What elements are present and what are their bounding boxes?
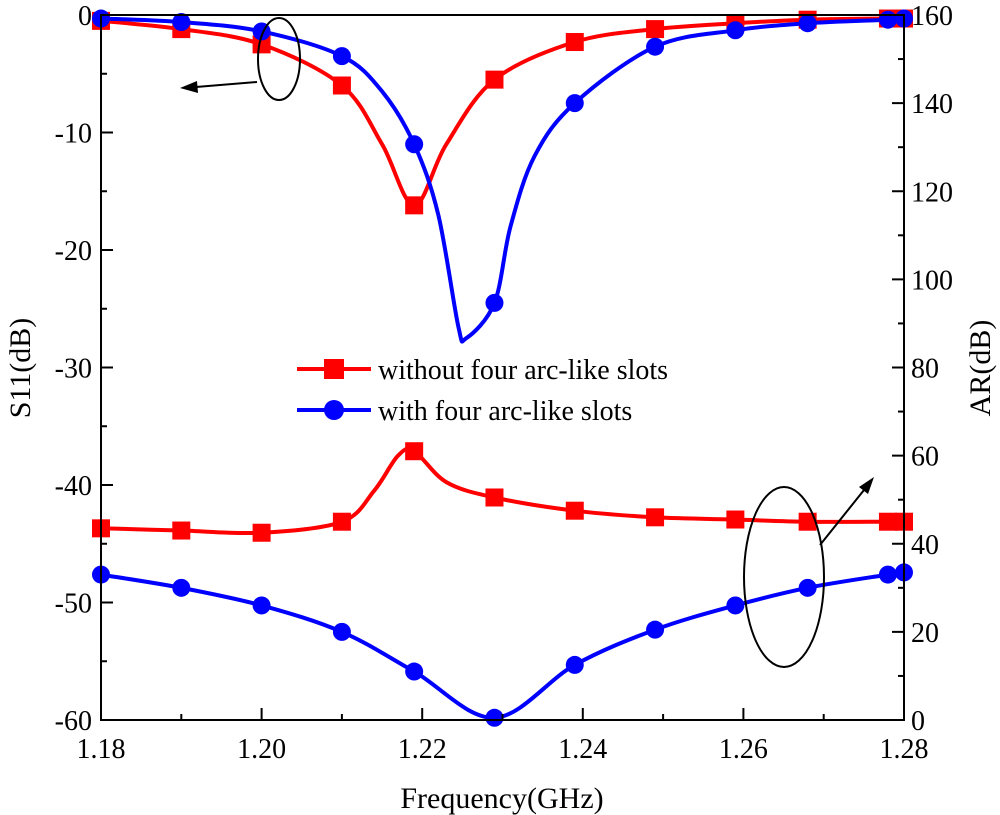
series-line	[100, 570, 905, 720]
y-left-tick-label: 0	[78, 1, 92, 32]
data-point-square	[485, 488, 504, 507]
data-point-square	[172, 521, 191, 540]
data-point-square	[252, 35, 271, 54]
left-axis-arrow-line	[195, 81, 258, 88]
data-point-circle	[878, 10, 897, 29]
legend-entry-with-slots: with four arc-like slots	[297, 396, 632, 427]
data-point-square	[565, 501, 584, 520]
left-axis-arrow-head	[180, 81, 198, 93]
series-line	[100, 16, 905, 344]
data-point-circle	[172, 578, 191, 597]
y-left-tick-label: -30	[55, 354, 92, 385]
series-4-ar-right	[92, 563, 913, 727]
x-tick-label: 1.20	[237, 734, 286, 765]
legend-marker-circle	[324, 400, 344, 420]
data-point-circle	[332, 47, 351, 66]
series-3-ar-right	[92, 442, 913, 542]
y-left-tick-label: -40	[55, 471, 92, 502]
y-right-tick-label: 80	[911, 354, 939, 385]
data-point-square	[565, 33, 584, 52]
legend: without four arc-like slots with four ar…	[297, 355, 668, 427]
y-left-axis-title: S11(dB)	[4, 318, 37, 419]
data-point-circle	[172, 13, 191, 32]
series-line	[100, 446, 904, 536]
y-right-tick-label: 160	[911, 1, 953, 32]
y-right-tick-label: 120	[911, 177, 953, 208]
legend-label-without-slots: without four arc-like slots	[378, 355, 668, 386]
data-point-square	[726, 510, 745, 529]
left-axis-group-ellipse	[257, 17, 301, 101]
data-point-circle	[405, 662, 424, 681]
data-point-circle	[726, 596, 745, 615]
data-point-square	[332, 76, 351, 95]
data-point-circle	[485, 293, 504, 312]
y-right-axis-title: AR(dB)	[964, 320, 997, 417]
series-line	[100, 16, 905, 208]
y-right-tick-label: 140	[911, 89, 953, 120]
data-point-circle	[798, 578, 817, 597]
legend-entry-without-slots: without four arc-like slots	[297, 355, 668, 386]
y-left-tick-label: -20	[55, 236, 92, 267]
data-point-square	[405, 442, 424, 461]
data-point-circle	[332, 622, 351, 641]
x-tick-label: 1.28	[880, 734, 929, 765]
data-point-square	[332, 512, 351, 531]
data-point-square	[252, 523, 271, 542]
legend-label-with-slots: with four arc-like slots	[378, 396, 632, 427]
data-point-circle	[565, 655, 584, 674]
series-2-s11-left	[92, 9, 913, 344]
data-point-circle	[726, 21, 745, 40]
data-point-square	[646, 20, 665, 39]
x-tick-label: 1.26	[719, 734, 768, 765]
y-left-tick-label: -50	[55, 589, 92, 620]
data-point-circle	[565, 94, 584, 113]
x-tick-label: 1.24	[558, 734, 607, 765]
right-axis-arrow-head	[859, 477, 874, 494]
y-right-tick-label: 20	[911, 618, 939, 649]
right-axis-group-ellipse	[743, 486, 825, 668]
annotations	[180, 17, 874, 668]
data-point-circle	[878, 565, 897, 584]
data-point-square	[646, 508, 665, 527]
data-point-circle	[485, 708, 504, 727]
y-right-tick-label: 40	[911, 530, 939, 561]
data-point-square	[878, 512, 897, 531]
x-tick-label: 1.18	[77, 734, 126, 765]
series-1-s11-left	[92, 9, 913, 215]
data-point-circle	[646, 620, 665, 639]
y-right-tick-label: 60	[911, 442, 939, 473]
data-point-circle	[252, 596, 271, 615]
legend-marker-square	[324, 359, 344, 379]
data-point-square	[798, 512, 817, 531]
y-right-tick-label: 100	[911, 265, 953, 296]
y-left-tick-label: -10	[55, 119, 92, 150]
right-axis-arrow-line	[819, 489, 865, 546]
x-tick-label: 1.22	[398, 734, 447, 765]
data-point-circle	[798, 14, 817, 33]
data-point-circle	[646, 37, 665, 56]
x-axis-title: Frequency(GHz)	[400, 782, 603, 815]
data-point-circle	[405, 135, 424, 154]
ticks-layer: 1.18 1.20 1.22 1.24 1.26 1.280-10-20-30-40-50…	[55, 1, 953, 765]
y-right-tick-label: 0	[911, 706, 925, 737]
y-left-tick-label: -60	[55, 706, 92, 737]
data-point-square	[485, 70, 504, 89]
data-point-square	[405, 196, 424, 215]
